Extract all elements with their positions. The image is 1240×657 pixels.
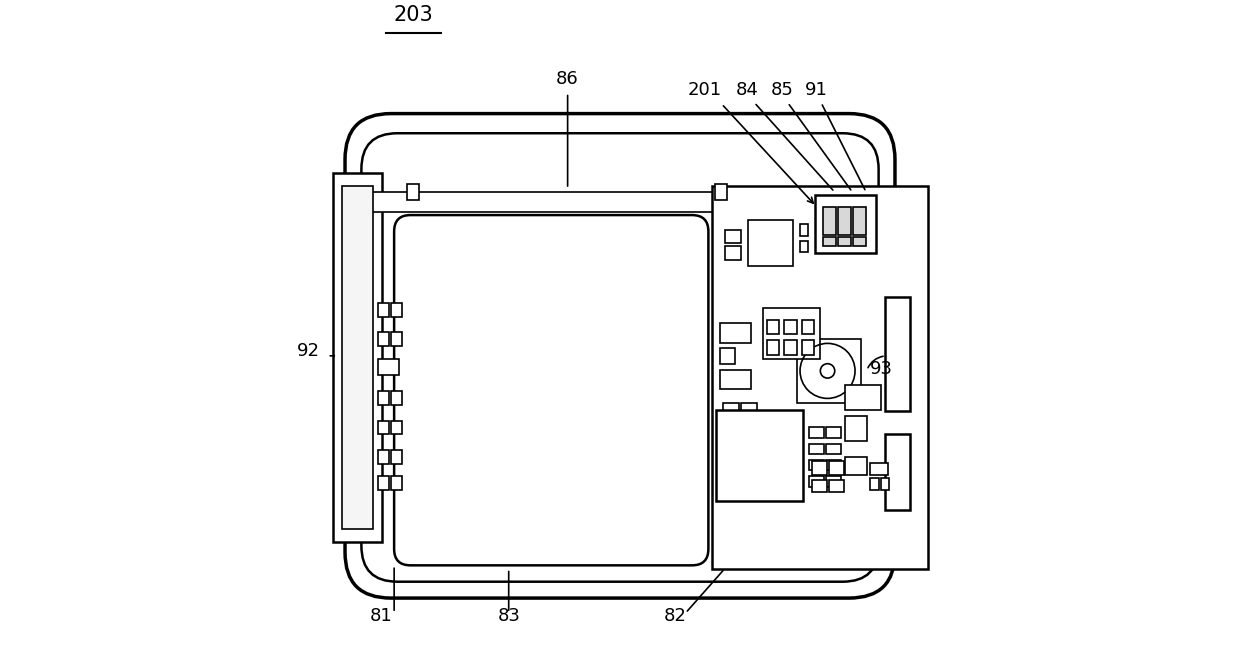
Bar bbox=[391, 450, 402, 464]
FancyBboxPatch shape bbox=[394, 215, 708, 565]
Bar bbox=[717, 409, 802, 501]
Bar bbox=[844, 384, 882, 409]
Bar bbox=[823, 237, 836, 246]
Bar bbox=[808, 443, 823, 454]
Bar bbox=[342, 186, 373, 530]
Text: 92: 92 bbox=[298, 342, 320, 360]
Bar bbox=[378, 450, 389, 464]
Bar bbox=[763, 308, 821, 359]
Bar bbox=[378, 303, 389, 317]
Bar bbox=[719, 348, 735, 365]
Bar bbox=[885, 297, 910, 411]
Bar bbox=[802, 340, 815, 355]
Bar bbox=[723, 416, 739, 426]
Bar bbox=[828, 461, 844, 475]
Bar bbox=[719, 371, 751, 388]
Text: 82: 82 bbox=[665, 607, 687, 625]
Bar bbox=[870, 463, 888, 475]
Bar bbox=[826, 443, 841, 454]
Bar bbox=[826, 460, 841, 470]
Bar bbox=[378, 391, 389, 405]
Bar bbox=[828, 480, 844, 492]
Bar bbox=[719, 323, 751, 343]
Text: 93: 93 bbox=[870, 360, 893, 378]
Bar bbox=[823, 207, 836, 235]
Bar bbox=[797, 339, 861, 403]
Bar bbox=[880, 478, 889, 490]
Bar bbox=[808, 427, 823, 438]
Bar bbox=[724, 246, 742, 260]
Bar bbox=[800, 240, 808, 252]
Bar bbox=[766, 340, 779, 355]
Bar bbox=[808, 460, 823, 470]
FancyBboxPatch shape bbox=[361, 133, 879, 581]
Bar bbox=[712, 186, 928, 568]
Text: 84: 84 bbox=[737, 81, 759, 99]
Bar bbox=[802, 320, 815, 334]
Bar bbox=[826, 476, 841, 487]
Bar bbox=[838, 207, 851, 235]
Bar bbox=[391, 391, 402, 405]
Bar bbox=[766, 320, 779, 334]
Bar bbox=[815, 195, 875, 253]
Bar bbox=[742, 416, 756, 426]
Bar bbox=[838, 237, 851, 246]
Bar bbox=[844, 457, 867, 475]
Bar bbox=[853, 237, 867, 246]
Bar bbox=[715, 184, 727, 200]
Bar bbox=[885, 434, 910, 510]
Text: 81: 81 bbox=[370, 607, 392, 625]
Bar bbox=[407, 184, 419, 200]
Text: 91: 91 bbox=[805, 81, 828, 99]
Bar bbox=[378, 420, 389, 434]
Bar bbox=[378, 332, 389, 346]
Bar bbox=[812, 480, 827, 492]
Bar bbox=[870, 478, 879, 490]
Text: 83: 83 bbox=[497, 607, 520, 625]
Bar bbox=[334, 173, 382, 543]
Bar bbox=[808, 476, 823, 487]
Bar bbox=[391, 332, 402, 346]
Bar bbox=[742, 403, 756, 413]
Bar bbox=[844, 416, 867, 441]
Bar bbox=[785, 320, 797, 334]
Bar bbox=[826, 427, 841, 438]
Text: 201: 201 bbox=[688, 81, 722, 99]
Bar bbox=[853, 207, 867, 235]
Bar bbox=[748, 220, 794, 266]
Text: 203: 203 bbox=[394, 5, 434, 25]
FancyBboxPatch shape bbox=[345, 114, 895, 598]
Text: 86: 86 bbox=[557, 70, 579, 88]
Bar bbox=[724, 230, 742, 243]
Text: 85: 85 bbox=[771, 81, 794, 99]
Bar bbox=[723, 403, 739, 413]
Bar bbox=[785, 340, 797, 355]
Bar bbox=[800, 224, 808, 236]
Bar bbox=[370, 192, 733, 212]
Bar bbox=[391, 303, 402, 317]
Bar bbox=[391, 476, 402, 490]
Bar bbox=[378, 359, 399, 376]
Bar bbox=[812, 461, 827, 475]
Bar bbox=[391, 420, 402, 434]
Bar bbox=[378, 476, 389, 490]
